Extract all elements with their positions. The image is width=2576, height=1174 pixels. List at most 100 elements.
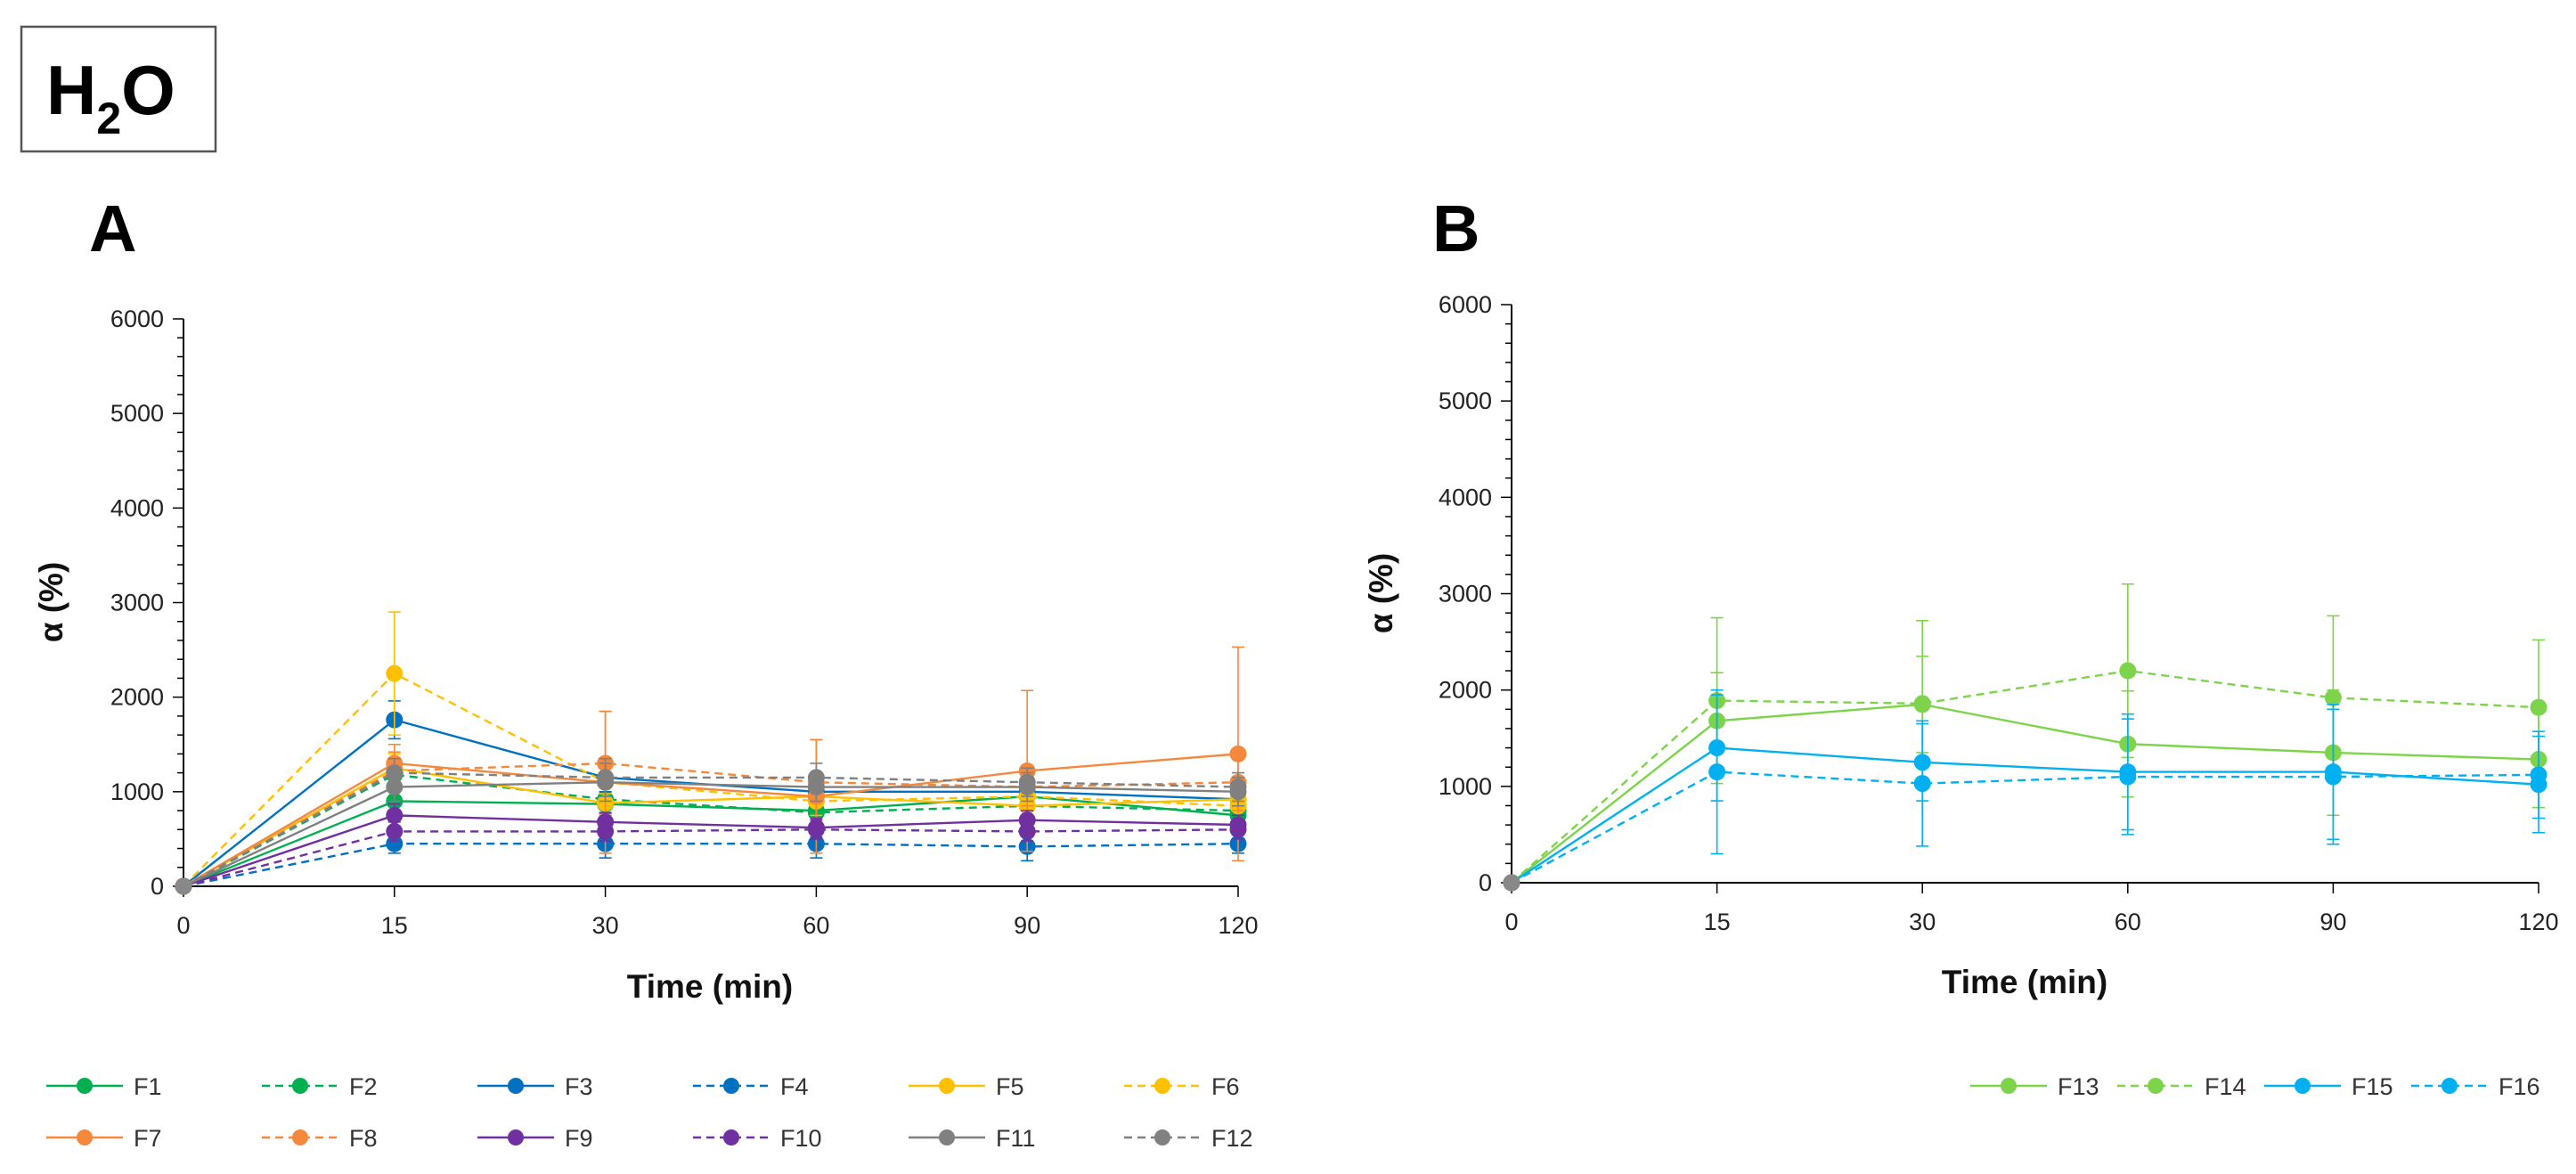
series-line (1511, 770, 2539, 885)
legend-label: F3 (565, 1073, 593, 1100)
legend-label: F2 (349, 1073, 378, 1100)
legend-swatch-marker (292, 1078, 308, 1094)
legend-swatch-marker (939, 1129, 955, 1145)
data-point (1018, 773, 1036, 791)
data-point (1229, 779, 1247, 796)
legend-swatch-marker (1154, 1129, 1170, 1145)
series-line (183, 753, 1239, 888)
legend-label: F11 (996, 1125, 1036, 1152)
y-tick-label: 4000 (1439, 484, 1492, 510)
legend-label: F15 (2352, 1073, 2393, 1100)
data-point (2119, 662, 2137, 680)
x-axis-title: Time (min) (627, 968, 793, 1005)
legend-item-f13: F13 (1970, 1073, 2099, 1100)
legend-label: F9 (565, 1125, 593, 1152)
legend-item-f12: F12 (1124, 1125, 1253, 1152)
data-point (1229, 820, 1247, 838)
data-point (807, 769, 825, 787)
y-axis-title: α (%) (1363, 553, 1399, 634)
series-line (183, 814, 1239, 888)
y-tick-label: 4000 (110, 494, 164, 521)
data-point (386, 664, 404, 682)
data-point (2324, 689, 2342, 706)
y-tick-label: 6000 (110, 306, 164, 332)
solvent-label-frame (20, 25, 217, 153)
legend-item-f5: F5 (909, 1073, 1024, 1100)
legend-panel-a: F1 F2 F3 F4 F5 F6 F7 F8 F9 F10 F11 F12 (46, 1073, 1253, 1152)
y-tick-label: 6000 (1439, 291, 1492, 318)
x-tick-label: 30 (592, 912, 619, 939)
data-point (386, 806, 404, 824)
legend-label: F1 (134, 1073, 162, 1100)
y-tick-label: 2000 (110, 684, 164, 711)
x-tick-label: 15 (1704, 909, 1731, 935)
panel-label: A (89, 192, 136, 265)
legend-label: F6 (1211, 1073, 1240, 1100)
legend-item-f11: F11 (909, 1125, 1036, 1152)
legend-item-f2: F2 (262, 1073, 378, 1100)
series-line (183, 781, 1239, 888)
legend-label: F13 (2058, 1073, 2099, 1100)
y-tick-label: 1000 (1439, 773, 1492, 800)
legend-swatch-marker (2148, 1078, 2164, 1094)
legend-label: F12 (1211, 1125, 1253, 1152)
legend-label: F8 (349, 1125, 378, 1152)
series-f11 (175, 762, 1247, 895)
x-tick-label: 90 (2319, 909, 2346, 935)
series-f6 (175, 611, 1247, 895)
legend-label: F5 (996, 1073, 1024, 1100)
chart-panel-a: A 0 1000 2000 3000 4000 5000 6000 0 15 30 60 90 120 Ti… (33, 192, 1259, 1005)
x-tick-label: 0 (176, 912, 190, 939)
data-point (386, 764, 404, 782)
legend-label: F10 (780, 1125, 822, 1152)
data-point (175, 877, 192, 895)
legend-swatch-marker (2441, 1078, 2458, 1094)
legend-item-f6: F6 (1124, 1073, 1240, 1100)
y-tick-label: 1000 (110, 779, 164, 805)
legend-panel-b: F13 F14 F15 F16 (1970, 1073, 2540, 1100)
legend-item-f8: F8 (262, 1125, 378, 1152)
legend-item-f16: F16 (2411, 1073, 2540, 1100)
legend-swatch-marker (723, 1078, 739, 1094)
y-tick-label: 5000 (110, 400, 164, 427)
y-tick-label: 3000 (110, 590, 164, 616)
series-f10 (175, 819, 1247, 895)
data-point (2324, 768, 2342, 786)
data-point (1503, 874, 1520, 892)
data-point (1913, 775, 1931, 793)
legend-swatch-marker (77, 1129, 93, 1145)
x-tick-label: 30 (1909, 909, 1936, 935)
solvent-label-o: O (121, 51, 175, 129)
data-point (386, 822, 404, 840)
y-tick-label: 2000 (1439, 677, 1492, 704)
data-point (597, 822, 615, 840)
series-f12 (175, 757, 1247, 895)
data-point (1708, 763, 1726, 781)
y-tick-label: 0 (151, 873, 164, 900)
legend-swatch-marker (508, 1078, 524, 1094)
series-line (183, 762, 1239, 888)
x-tick-label: 15 (381, 912, 408, 939)
data-point (386, 835, 404, 852)
legend-swatch-marker (77, 1078, 93, 1094)
y-axis-title: α (%) (33, 562, 69, 643)
legend-swatch-marker (1154, 1078, 1170, 1094)
y-tick-label: 3000 (1439, 581, 1492, 607)
series-line (1511, 703, 2539, 884)
legend-item-f4: F4 (693, 1073, 809, 1100)
svg-text:H2O: H2O (46, 51, 175, 143)
x-tick-label: 90 (1014, 912, 1040, 939)
legend-item-f1: F1 (46, 1073, 162, 1100)
legend-label: F4 (780, 1073, 809, 1100)
data-point (2119, 768, 2137, 786)
legend-swatch-marker (508, 1129, 524, 1145)
legend-item-f14: F14 (2117, 1073, 2246, 1100)
legend-swatch-marker (2295, 1078, 2311, 1094)
legend-label: F7 (134, 1125, 162, 1152)
legend-swatch-marker (292, 1129, 308, 1145)
x-tick-label: 60 (2115, 909, 2141, 935)
data-point (1018, 822, 1036, 840)
legend-label: F16 (2499, 1073, 2540, 1100)
solvent-label-box: H2O (20, 25, 217, 153)
